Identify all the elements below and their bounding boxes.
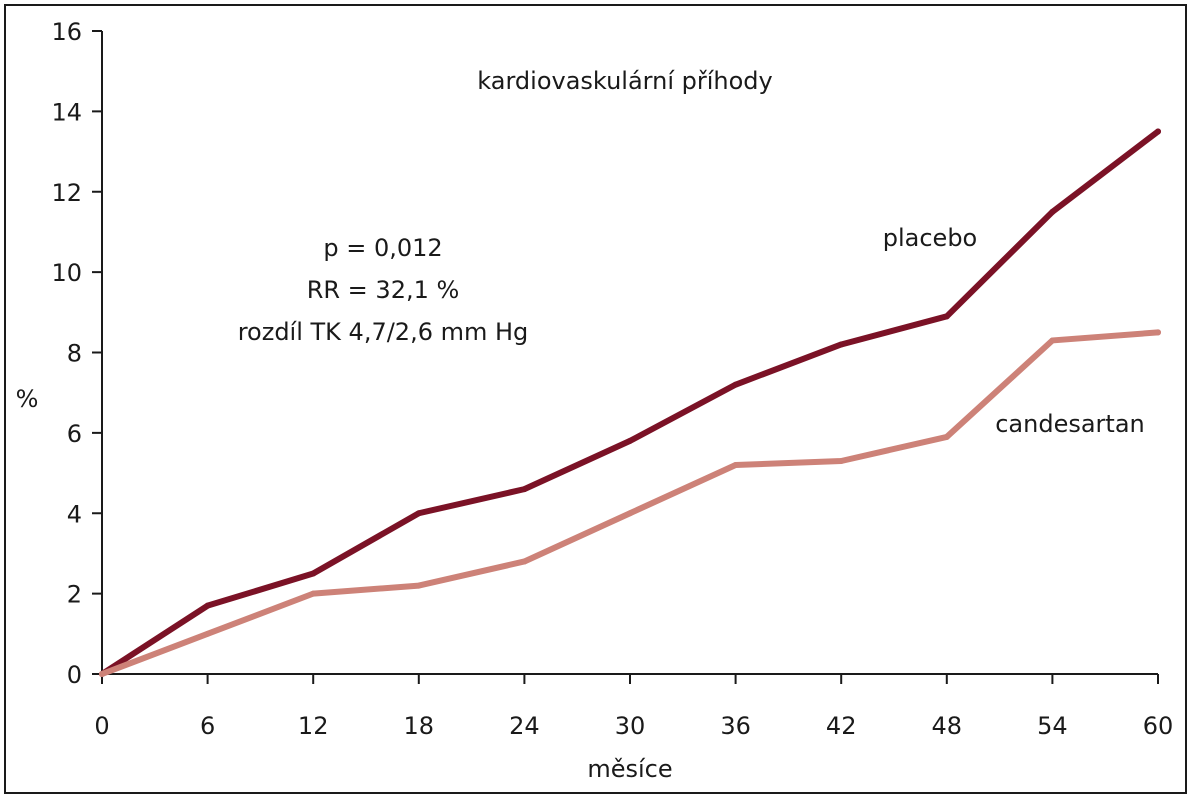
data-point-placebo (204, 602, 211, 609)
x-axis-label: měsíce (587, 755, 672, 783)
x-tick-label: 60 (1143, 712, 1174, 740)
stat-p-value: p = 0,012 (323, 234, 442, 262)
data-point-candesartan (1155, 329, 1161, 336)
x-tick-label: 12 (298, 712, 329, 740)
y-tick-label: 12 (51, 179, 82, 207)
chart-title: kardiovaskulární příhody (477, 67, 772, 95)
x-tick-label: 36 (720, 712, 751, 740)
data-point-candesartan (732, 462, 739, 469)
data-point-candesartan (310, 590, 317, 597)
data-point-placebo (838, 341, 845, 348)
axes (101, 31, 1158, 675)
series-line-candesartan (99, 329, 1161, 677)
x-tick-label: 30 (615, 712, 646, 740)
y-tick-label: 4 (67, 500, 82, 528)
data-point-candesartan (99, 671, 105, 677)
x-tick-label: 42 (826, 712, 857, 740)
stat-rr: RR = 32,1 % (307, 276, 460, 304)
series-label-candesartan: candesartan (995, 410, 1145, 438)
data-point-placebo (732, 381, 739, 388)
y-tick-label: 14 (51, 98, 82, 126)
y-tick-label: 6 (67, 420, 82, 448)
data-point-candesartan (415, 582, 422, 589)
y-ticks: 0 2 4 6 8 10 12 14 16 (51, 18, 102, 689)
data-point-candesartan (838, 458, 845, 465)
series-label-placebo: placebo (883, 224, 978, 252)
data-point-placebo (1049, 208, 1056, 215)
x-tick-label: 54 (1037, 712, 1068, 740)
x-ticks: 0 6 12 18 24 30 36 42 48 54 60 (94, 674, 1173, 740)
x-tick-label: 48 (932, 712, 963, 740)
data-point-candesartan (521, 558, 528, 565)
data-point-candesartan (204, 630, 211, 637)
data-point-placebo (1155, 128, 1161, 135)
data-point-candesartan (627, 510, 633, 517)
y-tick-label: 0 (67, 661, 82, 689)
data-point-placebo (943, 313, 950, 320)
y-tick-label: 2 (67, 581, 82, 609)
data-point-candesartan (1049, 337, 1056, 344)
data-point-placebo (521, 486, 528, 493)
series-lines (99, 128, 1161, 677)
data-point-placebo (627, 437, 633, 444)
x-tick-label: 0 (94, 712, 109, 740)
y-tick-label: 10 (51, 259, 82, 287)
stat-bp-difference: rozdíl TK 4,7/2,6 mm Hg (238, 318, 529, 346)
x-tick-label: 18 (404, 712, 435, 740)
x-tick-label: 6 (200, 712, 215, 740)
data-point-placebo (415, 510, 422, 517)
data-point-placebo (310, 570, 317, 577)
series-line-placebo (99, 128, 1161, 677)
x-tick-label: 24 (509, 712, 540, 740)
data-point-candesartan (943, 433, 950, 440)
y-axis-label: % (16, 385, 39, 413)
y-tick-label: 8 (67, 340, 82, 368)
y-tick-label: 16 (51, 18, 82, 46)
